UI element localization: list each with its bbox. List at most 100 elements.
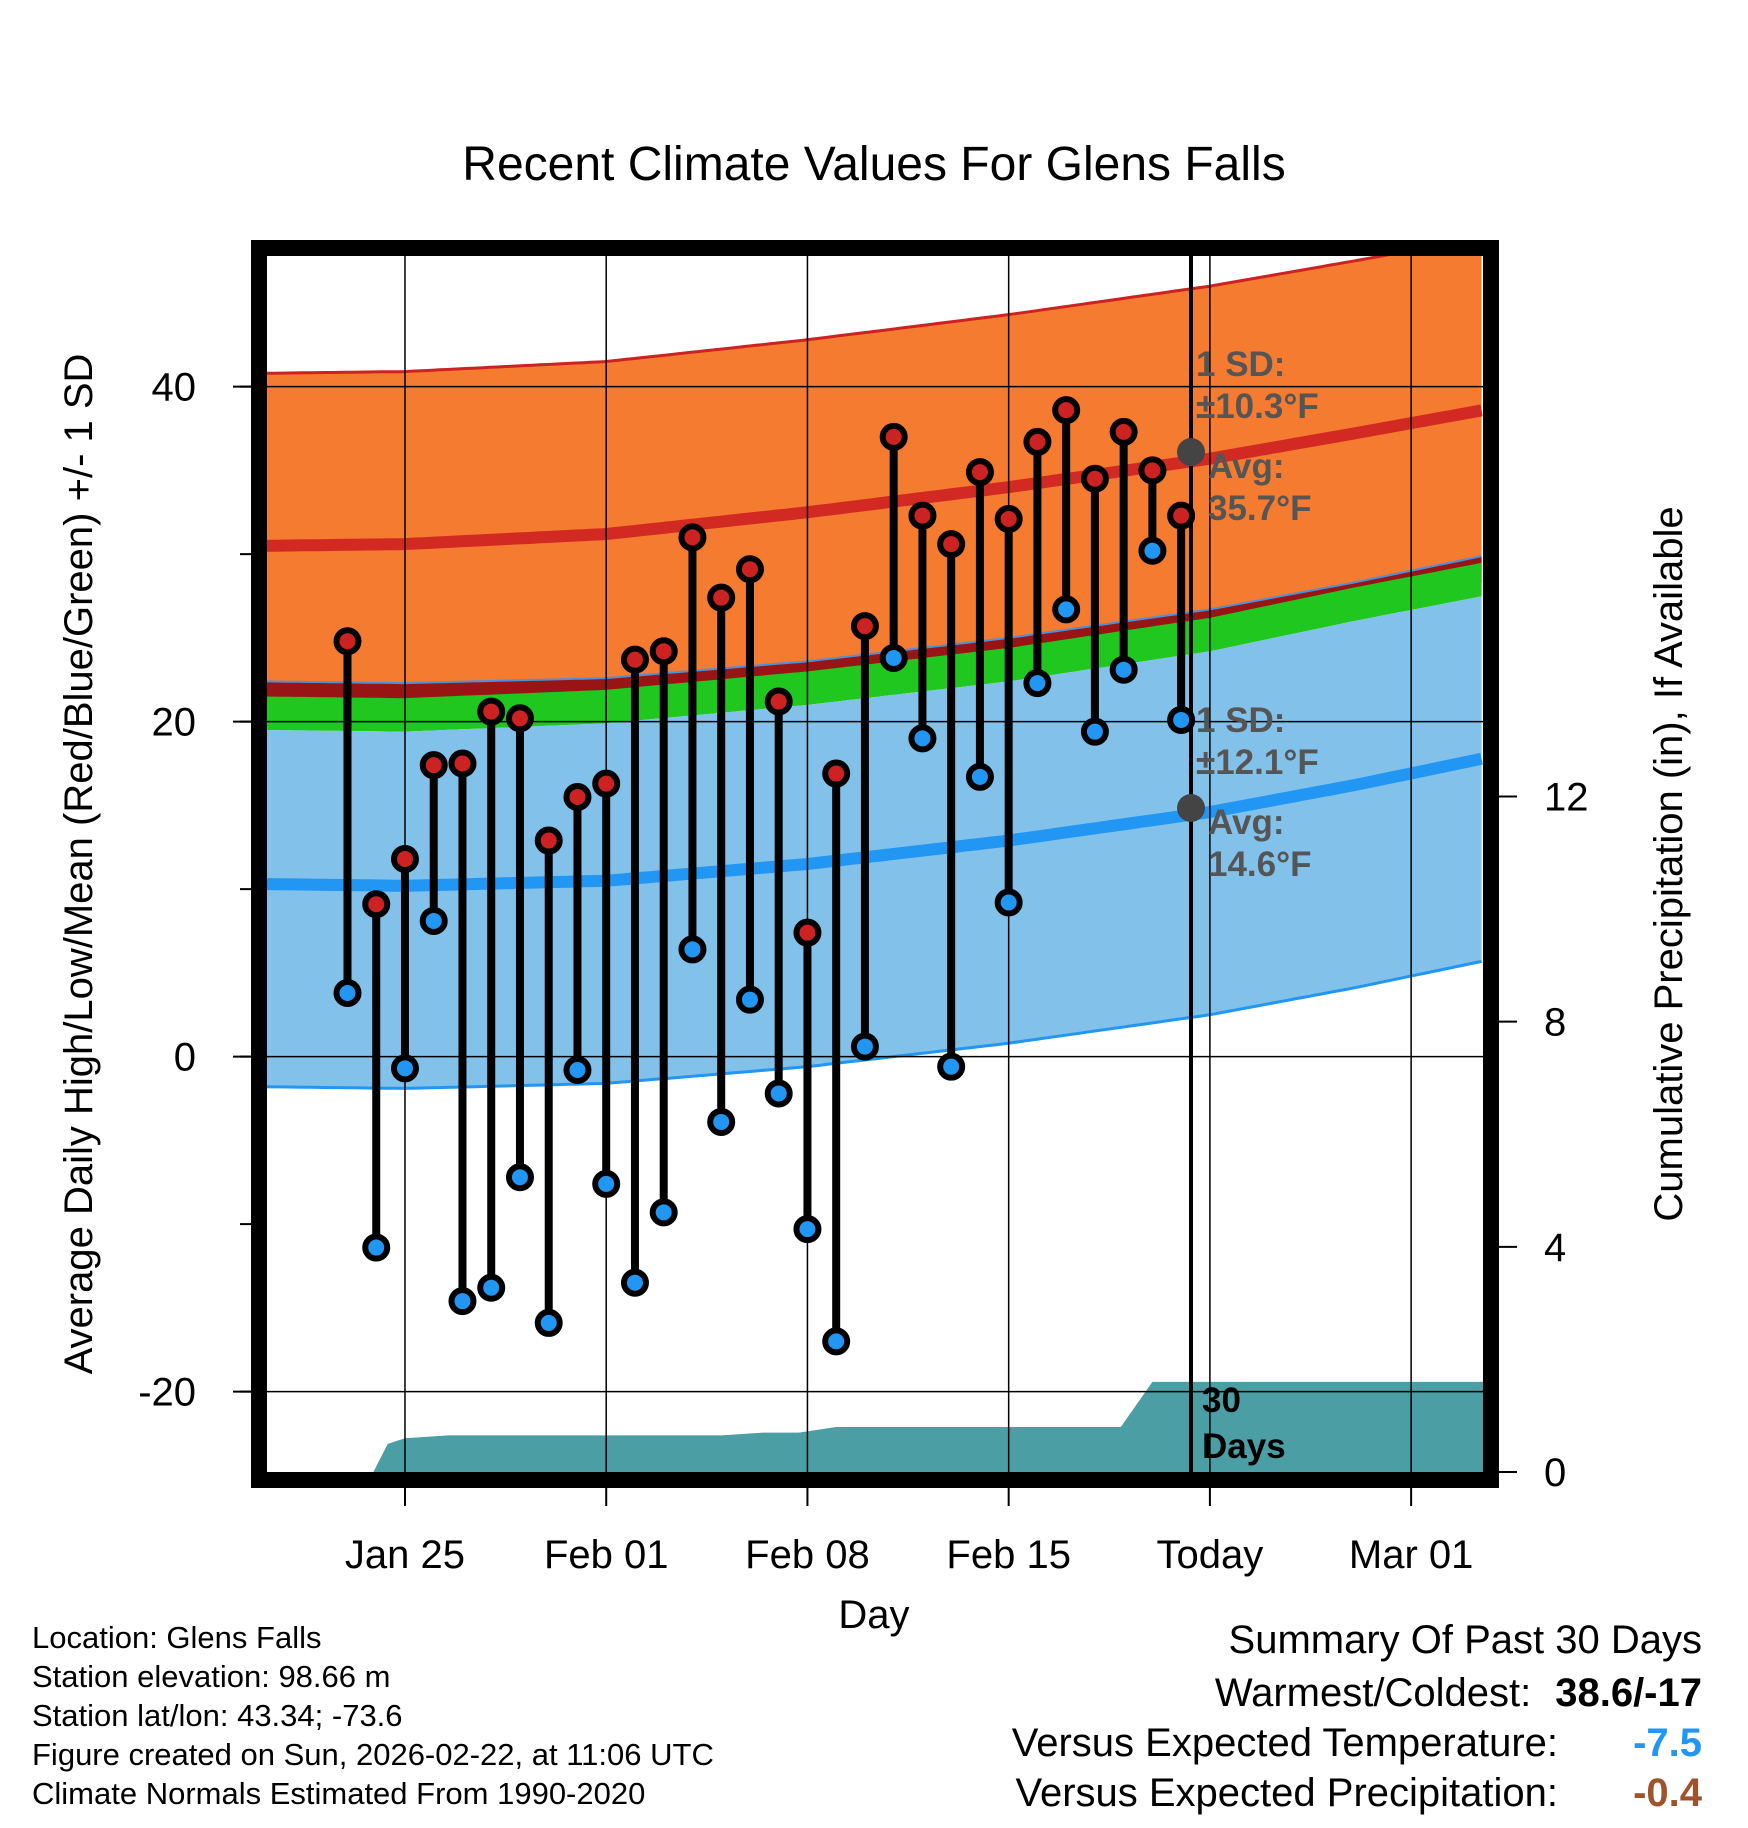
high-point <box>764 687 793 716</box>
high-point <box>477 697 506 726</box>
low-point <box>1167 705 1196 734</box>
high-point <box>534 826 563 855</box>
summary-warm-cold-label: Warmest/Coldest: <box>1214 1671 1532 1715</box>
high-avg-value: 35.7°F <box>1208 489 1312 528</box>
high-point <box>908 501 937 530</box>
low-point <box>592 1169 621 1198</box>
x-tick-label: Feb 08 <box>745 1533 870 1577</box>
station-info: Location: Glens Falls Station elevation:… <box>32 1618 714 1813</box>
x-tick-label: Mar 01 <box>1349 1533 1474 1577</box>
summary-temp-value: -7.5 <box>1633 1721 1702 1765</box>
high-point <box>1109 417 1138 446</box>
y-axis-label-right: Cumulative Precipitation (in), If Availa… <box>1647 506 1691 1221</box>
high-point <box>620 645 649 674</box>
low-point <box>678 935 707 964</box>
low-sd-lower-line <box>267 959 1482 1090</box>
annotations: 1 SD: ±10.3°F Avg: 35.7°F 1 SD: ±12.1°F … <box>1177 345 1319 1466</box>
low-point <box>620 1268 649 1297</box>
plot-frame <box>251 240 1499 1488</box>
high-point <box>448 749 477 778</box>
low-avg-line <box>267 752 1483 892</box>
high-point <box>735 555 764 584</box>
high-point <box>937 530 966 559</box>
summary-temp-label: Versus Expected Temperature: <box>1011 1721 1558 1765</box>
high-point <box>1080 464 1109 493</box>
low-avg-today-marker <box>1177 794 1205 822</box>
summary-title: Summary Of Past 30 Days <box>1228 1618 1702 1662</box>
high-point <box>965 458 994 487</box>
summary-precip: Versus Expected Precipitation: -0.4 <box>1012 1768 1702 1818</box>
high-point <box>362 890 391 919</box>
info-created: Figure created on Sun, 2026-02-22, at 11… <box>32 1737 714 1772</box>
low-point <box>1080 717 1109 746</box>
observations <box>333 396 1196 1356</box>
low-point <box>822 1327 851 1356</box>
x-axis-label: Day <box>838 1593 909 1637</box>
high-point <box>1138 456 1167 485</box>
high-sd-label: 1 SD: <box>1196 345 1285 384</box>
high-sd-value: ±10.3°F <box>1196 387 1319 426</box>
high-avg-line <box>267 404 1483 552</box>
y-tick-label-right: 8 <box>1544 1001 1566 1045</box>
low-point <box>1052 595 1081 624</box>
high-point <box>879 422 908 451</box>
high-point <box>390 844 419 873</box>
period-unit: Days <box>1202 1427 1286 1466</box>
high-point <box>678 523 707 552</box>
axes: Jan 25 Feb 01 Feb 08 Feb 15 Today Mar 01 -20 0 2… <box>138 366 1588 1577</box>
high-point <box>333 627 362 656</box>
x-tick-label: Feb 01 <box>544 1533 669 1577</box>
low-point <box>793 1215 822 1244</box>
period-number: 30 <box>1202 1381 1241 1420</box>
high-point <box>850 612 879 641</box>
y-axis-label-left: Average Daily High/Low/Mean (Red/Blue/Gr… <box>57 354 101 1375</box>
high-point <box>994 504 1023 533</box>
high-point <box>1052 396 1081 425</box>
info-location: Location: Glens Falls <box>32 1620 322 1655</box>
y-tick-label-left: 20 <box>152 701 197 745</box>
low-point <box>1109 655 1138 684</box>
low-sd-upper-line <box>267 555 1482 685</box>
low-point <box>649 1198 678 1227</box>
y-tick-label-left: -20 <box>138 1371 196 1415</box>
low-point <box>1138 536 1167 565</box>
info-latlon: Station lat/lon: 43.34; -73.6 <box>32 1698 403 1733</box>
mean-band <box>267 562 1482 732</box>
chart-title: Recent Climate Values For Glens Falls <box>462 138 1285 191</box>
high-point <box>592 769 621 798</box>
high-point <box>1023 427 1052 456</box>
low-sd-label: 1 SD: <box>1196 701 1285 740</box>
x-tick-label: Feb 15 <box>946 1533 1071 1577</box>
summary-warm-cold-value: 38.6/-17 <box>1555 1671 1702 1715</box>
y-tick-label-right: 0 <box>1544 1451 1566 1495</box>
y-tick-label-left: 0 <box>174 1036 196 1080</box>
high-sd-upper-line <box>267 256 1390 375</box>
low-point <box>707 1107 736 1136</box>
low-avg-label: Avg: <box>1208 803 1284 842</box>
info-elevation: Station elevation: 98.66 m <box>32 1659 391 1694</box>
low-point <box>448 1287 477 1316</box>
high-avg-today-marker <box>1177 438 1205 466</box>
high-point <box>822 759 851 788</box>
x-tick-label: Today <box>1157 1533 1264 1577</box>
summary-precip-label: Versus Expected Precipitation: <box>1015 1771 1558 1815</box>
low-point <box>333 978 362 1007</box>
low-point <box>965 762 994 791</box>
y-tick-label-left: 40 <box>152 366 197 410</box>
low-point <box>879 643 908 672</box>
low-point <box>534 1308 563 1337</box>
summary-temp: Versus Expected Temperature: -7.5 <box>1012 1718 1702 1768</box>
high-point <box>563 783 592 812</box>
high-avg-label: Avg: <box>1208 447 1284 486</box>
summary-warm-cold: Warmest/Coldest: 38.6/-17 <box>1012 1668 1702 1718</box>
precipitation-area <box>373 1381 1483 1472</box>
low-point <box>994 888 1023 917</box>
high-point <box>1167 501 1196 530</box>
summary-precip-value: -0.4 <box>1633 1771 1702 1815</box>
y-tick-label-right: 12 <box>1544 775 1589 819</box>
precip-cumulative-area <box>373 1381 1483 1472</box>
low-point <box>362 1233 391 1262</box>
y-tick-label-right: 4 <box>1544 1226 1566 1270</box>
summary-panel: Summary Of Past 30 Days Warmest/Coldest:… <box>1012 1612 1702 1818</box>
